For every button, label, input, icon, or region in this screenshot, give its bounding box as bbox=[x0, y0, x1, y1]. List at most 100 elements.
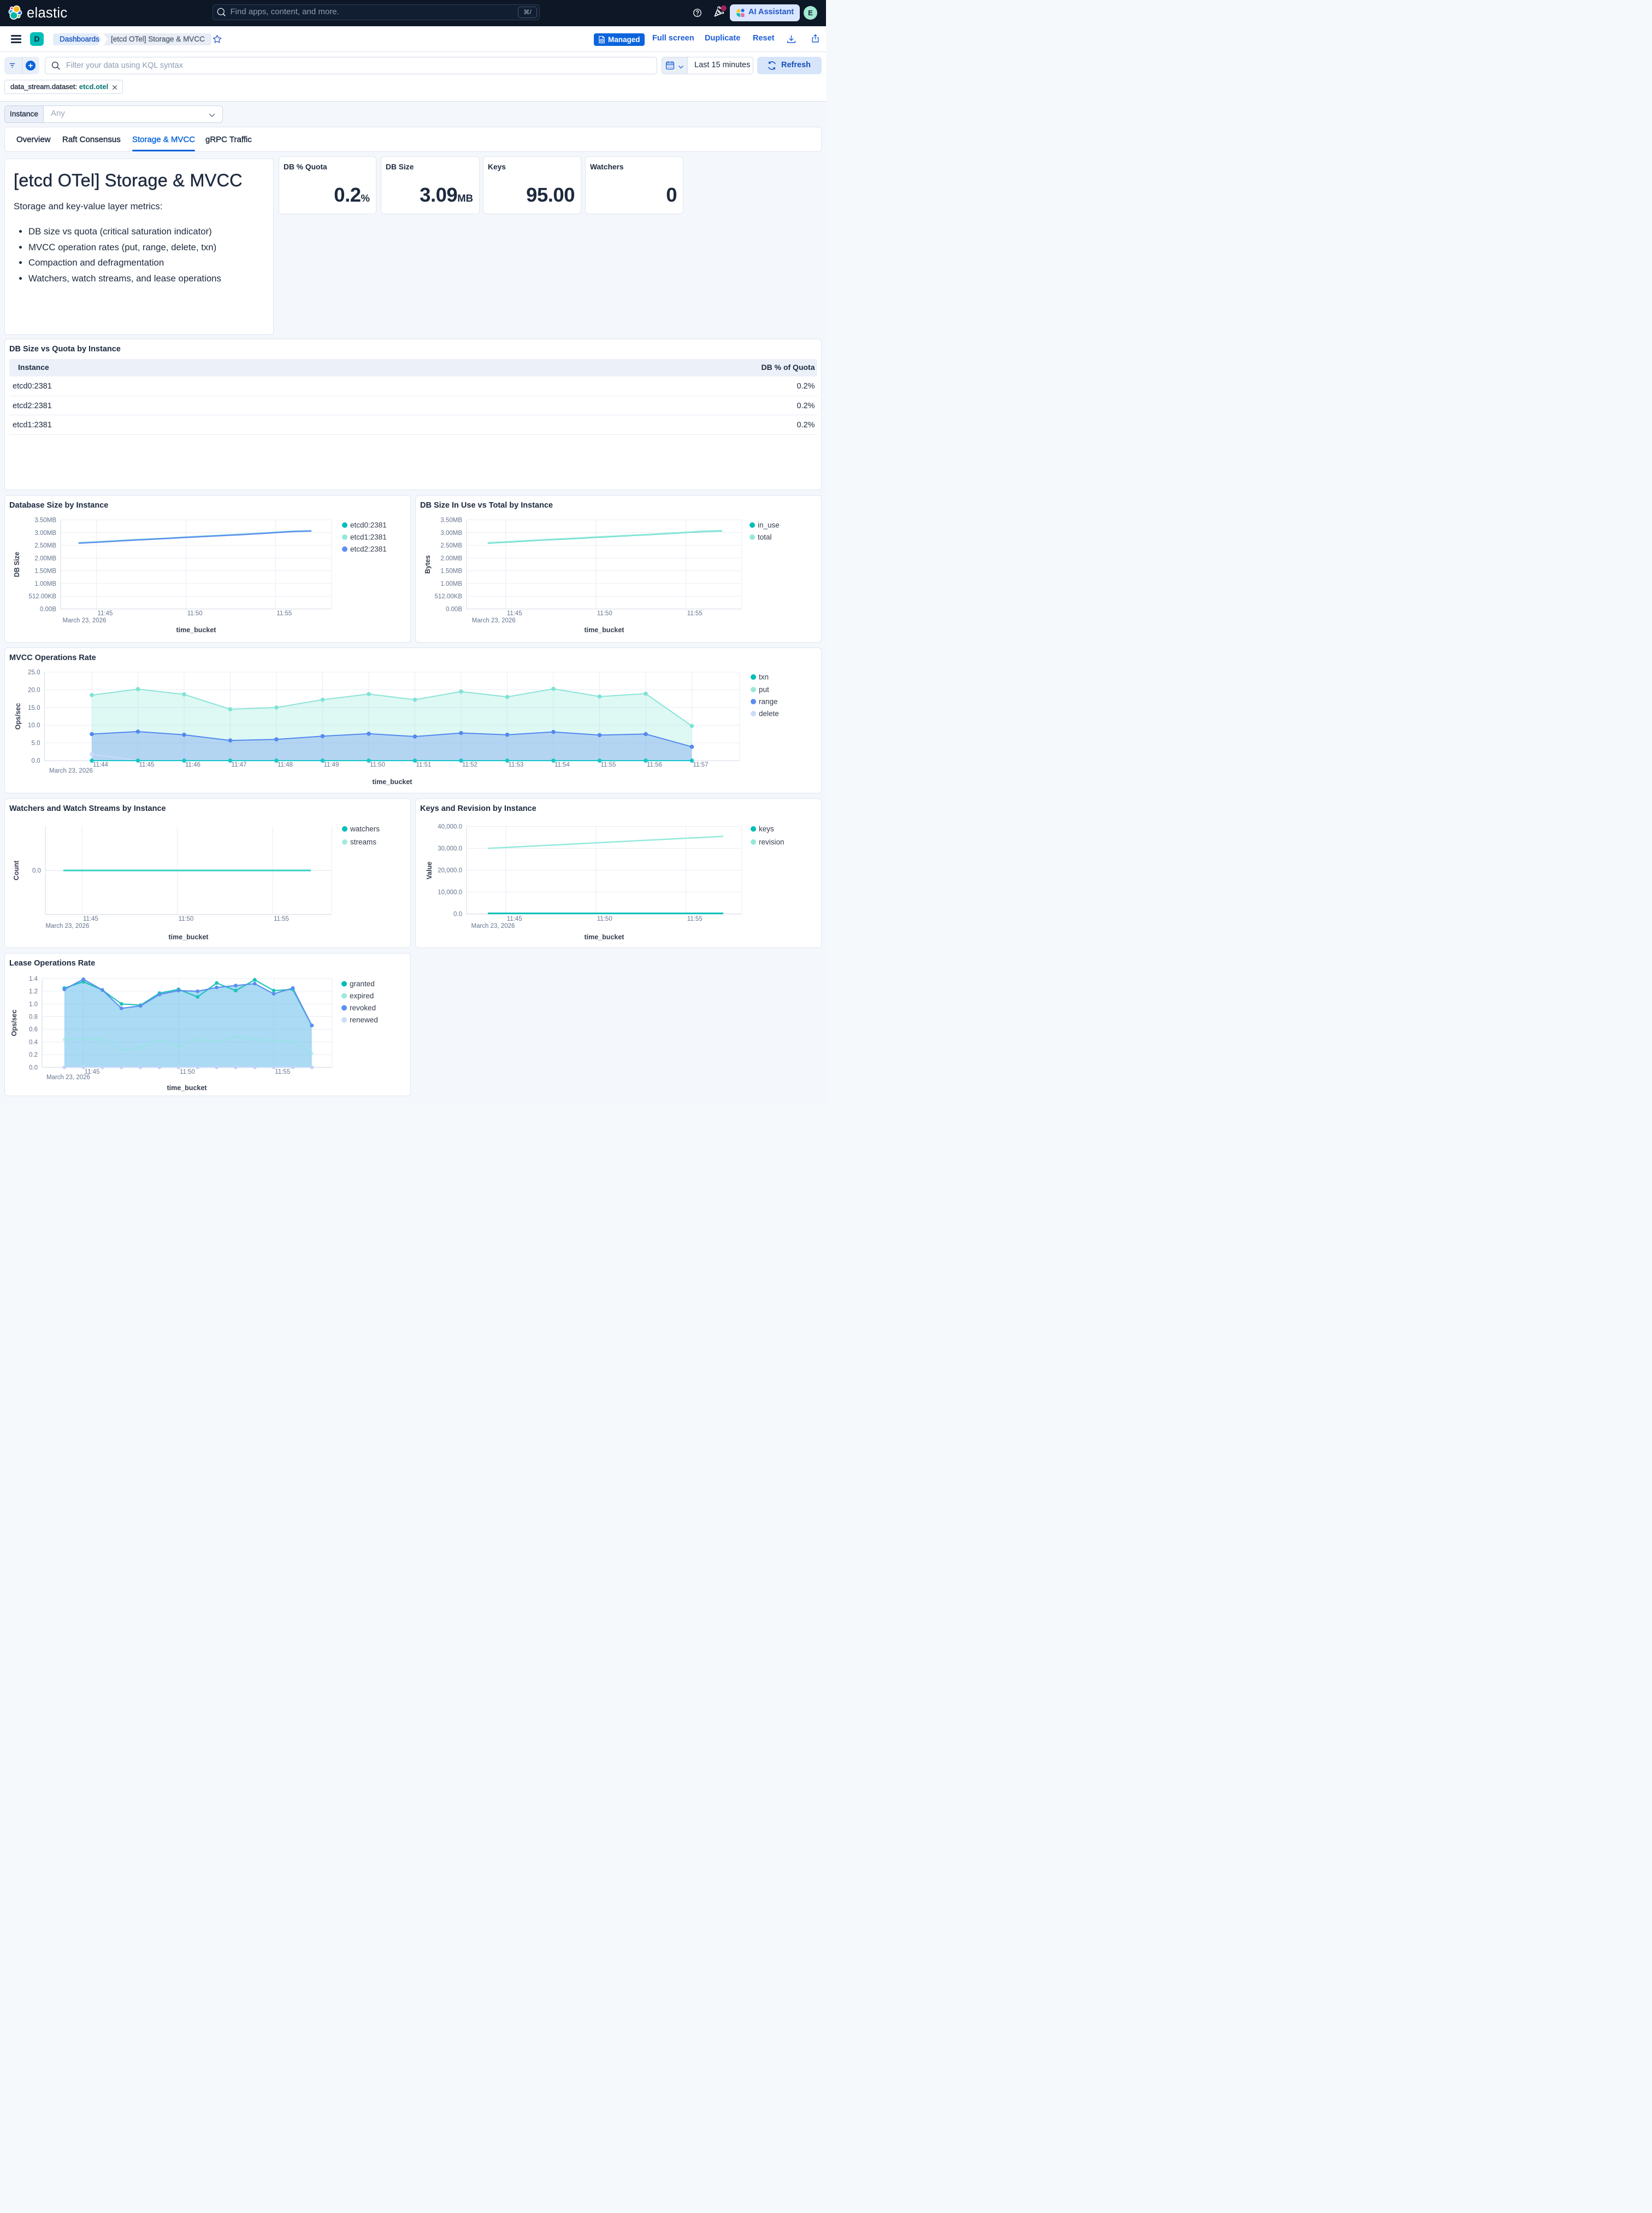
svg-text:512.00KB: 512.00KB bbox=[28, 593, 56, 600]
svg-text:1.50MB: 1.50MB bbox=[440, 568, 462, 575]
svg-text:expired: expired bbox=[350, 992, 374, 1000]
svg-text:15.0: 15.0 bbox=[28, 705, 40, 711]
svg-text:renewed: renewed bbox=[350, 1016, 378, 1024]
svg-text:11:55: 11:55 bbox=[687, 610, 703, 617]
svg-text:11:44: 11:44 bbox=[93, 762, 109, 768]
svg-text:0.6: 0.6 bbox=[29, 1027, 38, 1033]
svg-text:streams: streams bbox=[350, 838, 376, 846]
svg-text:revision: revision bbox=[759, 838, 784, 846]
svg-text:11:55: 11:55 bbox=[275, 1069, 290, 1075]
svg-text:11:45: 11:45 bbox=[507, 916, 522, 922]
svg-text:11:50: 11:50 bbox=[370, 762, 385, 768]
svg-text:0.00B: 0.00B bbox=[40, 607, 56, 613]
svg-text:11:52: 11:52 bbox=[462, 762, 477, 768]
svg-text:5.0: 5.0 bbox=[32, 740, 40, 747]
svg-text:Ops/sec: Ops/sec bbox=[14, 703, 22, 730]
svg-text:11:54: 11:54 bbox=[554, 762, 570, 768]
svg-text:1.00MB: 1.00MB bbox=[440, 581, 462, 587]
svg-text:granted: granted bbox=[350, 980, 375, 988]
svg-text:11:51: 11:51 bbox=[416, 762, 432, 768]
svg-text:20,000.0: 20,000.0 bbox=[438, 868, 462, 874]
svg-text:1.50MB: 1.50MB bbox=[34, 568, 56, 575]
svg-text:watchers: watchers bbox=[350, 825, 380, 833]
svg-text:Count: Count bbox=[13, 860, 20, 880]
svg-text:11:50: 11:50 bbox=[597, 610, 612, 617]
svg-text:3.50MB: 3.50MB bbox=[34, 517, 56, 524]
svg-text:delete: delete bbox=[759, 710, 779, 718]
svg-text:512.00KB: 512.00KB bbox=[434, 593, 462, 600]
svg-text:time_bucket: time_bucket bbox=[585, 626, 625, 634]
svg-text:11:45: 11:45 bbox=[83, 916, 98, 922]
svg-text:11:50: 11:50 bbox=[187, 610, 203, 617]
svg-text:0.0: 0.0 bbox=[32, 868, 41, 874]
svg-text:etcd2:2381: etcd2:2381 bbox=[350, 545, 387, 554]
svg-text:March 23, 2026: March 23, 2026 bbox=[471, 923, 515, 929]
svg-text:Ops/sec: Ops/sec bbox=[10, 1010, 18, 1037]
svg-text:11:55: 11:55 bbox=[687, 916, 703, 922]
svg-text:put: put bbox=[759, 686, 769, 694]
svg-text:time_bucket: time_bucket bbox=[585, 933, 625, 941]
svg-text:March 23, 2026: March 23, 2026 bbox=[46, 1074, 90, 1081]
svg-text:March 23, 2026: March 23, 2026 bbox=[46, 923, 90, 929]
svg-text:3.00MB: 3.00MB bbox=[34, 530, 56, 537]
svg-text:0.0: 0.0 bbox=[29, 1064, 38, 1071]
svg-text:2.50MB: 2.50MB bbox=[34, 543, 56, 549]
svg-text:20.0: 20.0 bbox=[28, 687, 40, 693]
svg-text:0.4: 0.4 bbox=[29, 1039, 38, 1046]
svg-text:txn: txn bbox=[759, 673, 769, 681]
svg-text:11:48: 11:48 bbox=[278, 762, 293, 768]
svg-text:11:55: 11:55 bbox=[274, 916, 289, 922]
svg-text:11:50: 11:50 bbox=[179, 916, 194, 922]
svg-text:11:55: 11:55 bbox=[276, 610, 292, 617]
svg-text:1.00MB: 1.00MB bbox=[34, 581, 56, 587]
svg-text:11:46: 11:46 bbox=[185, 762, 200, 768]
svg-text:time_bucket: time_bucket bbox=[176, 626, 217, 634]
svg-text:time_bucket: time_bucket bbox=[167, 1084, 208, 1092]
svg-text:1.0: 1.0 bbox=[29, 1001, 38, 1008]
svg-text:0.00B: 0.00B bbox=[446, 607, 462, 613]
svg-text:in_use: in_use bbox=[758, 521, 780, 529]
svg-text:revoked: revoked bbox=[350, 1004, 376, 1012]
svg-text:1.4: 1.4 bbox=[29, 976, 38, 982]
svg-text:11:50: 11:50 bbox=[180, 1069, 195, 1075]
svg-text:time_bucket: time_bucket bbox=[169, 933, 209, 941]
svg-text:3.00MB: 3.00MB bbox=[440, 530, 462, 537]
svg-text:0.0: 0.0 bbox=[453, 911, 462, 918]
svg-text:March 23, 2026: March 23, 2026 bbox=[63, 617, 107, 624]
svg-text:10,000.0: 10,000.0 bbox=[438, 890, 462, 896]
svg-text:2.00MB: 2.00MB bbox=[440, 555, 462, 562]
svg-text:11:56: 11:56 bbox=[647, 762, 662, 768]
svg-text:etcd1:2381: etcd1:2381 bbox=[350, 533, 387, 542]
svg-text:11:53: 11:53 bbox=[509, 762, 524, 768]
svg-text:11:45: 11:45 bbox=[507, 610, 522, 617]
svg-text:range: range bbox=[759, 698, 778, 706]
svg-text:11:55: 11:55 bbox=[601, 762, 616, 768]
svg-text:total: total bbox=[758, 533, 772, 542]
svg-text:11:45: 11:45 bbox=[98, 610, 113, 617]
svg-text:40,000.0: 40,000.0 bbox=[438, 824, 462, 831]
svg-text:Bytes: Bytes bbox=[424, 555, 432, 574]
svg-text:etcd0:2381: etcd0:2381 bbox=[350, 521, 387, 529]
svg-text:11:47: 11:47 bbox=[232, 762, 247, 768]
svg-text:11:57: 11:57 bbox=[693, 762, 709, 768]
svg-text:11:45: 11:45 bbox=[85, 1069, 100, 1075]
svg-text:0.2: 0.2 bbox=[29, 1052, 38, 1058]
svg-text:time_bucket: time_bucket bbox=[373, 778, 413, 786]
svg-text:2.00MB: 2.00MB bbox=[34, 555, 56, 562]
svg-text:Value: Value bbox=[426, 862, 433, 880]
svg-text:3.50MB: 3.50MB bbox=[440, 517, 462, 524]
svg-text:2.50MB: 2.50MB bbox=[440, 543, 462, 549]
svg-text:10.0: 10.0 bbox=[28, 722, 40, 729]
svg-text:DB Size: DB Size bbox=[13, 552, 21, 578]
svg-text:March 23, 2026: March 23, 2026 bbox=[49, 768, 93, 774]
svg-text:30,000.0: 30,000.0 bbox=[438, 846, 462, 852]
svg-text:keys: keys bbox=[759, 825, 774, 833]
svg-text:0.8: 0.8 bbox=[29, 1014, 38, 1021]
svg-text:1.2: 1.2 bbox=[29, 988, 38, 995]
svg-text:11:49: 11:49 bbox=[324, 762, 339, 768]
svg-text:0.0: 0.0 bbox=[32, 758, 40, 764]
svg-text:11:50: 11:50 bbox=[597, 916, 612, 922]
svg-text:25.0: 25.0 bbox=[28, 669, 40, 676]
svg-text:11:45: 11:45 bbox=[139, 762, 155, 768]
svg-text:March 23, 2026: March 23, 2026 bbox=[472, 617, 516, 624]
